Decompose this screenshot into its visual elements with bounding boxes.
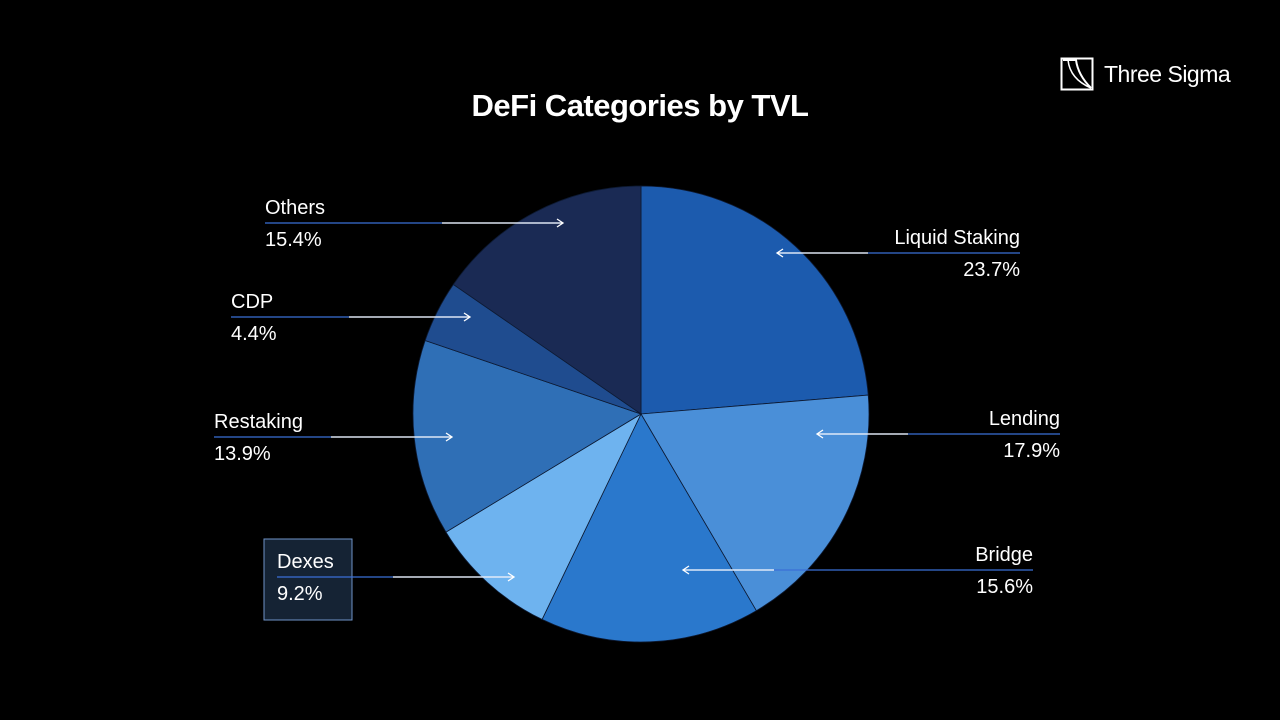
slice-value-liquid-staking: 23.7% <box>963 259 1020 281</box>
slice-value-dexes: 9.2% <box>277 583 323 605</box>
slice-label-others: Others <box>265 197 325 219</box>
chart-title: DeFi Categories by TVL <box>471 88 809 123</box>
brand-logo[interactable]: Three Sigma <box>1060 57 1231 91</box>
pie-slice-liquid-staking <box>640 185 869 415</box>
pie-slice-restaking <box>412 340 642 533</box>
slice-label-cdp: CDP <box>231 291 273 313</box>
brand-name: Three Sigma <box>1104 60 1231 87</box>
slice-value-lending: 17.9% <box>1003 440 1060 462</box>
slice-value-restaking: 13.9% <box>214 443 271 465</box>
slice-value-bridge: 15.6% <box>976 576 1033 598</box>
slice-label-lending: Lending <box>989 408 1060 430</box>
slice-label-restaking: Restaking <box>214 411 303 433</box>
pie-slice-lending <box>640 394 870 612</box>
slice-label-bridge: Bridge <box>975 544 1033 566</box>
slice-label-dexes: Dexes <box>277 551 334 573</box>
slice-value-cdp: 4.4% <box>231 323 277 345</box>
pie-slice-bridge <box>541 413 757 643</box>
three-sigma-logo-icon <box>1060 57 1094 91</box>
pie-slice-others <box>452 185 642 415</box>
slice-value-others: 15.4% <box>265 229 322 251</box>
highlight-box-dexes <box>263 538 353 621</box>
pie-slice-dexes <box>445 412 642 620</box>
slice-label-liquid-staking: Liquid Staking <box>894 227 1020 249</box>
